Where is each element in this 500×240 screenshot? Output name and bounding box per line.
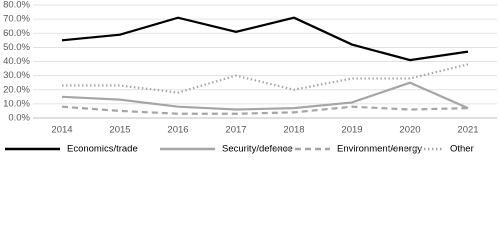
x-tick-label: 2016: [167, 125, 188, 136]
series-line: [61, 16, 469, 62]
x-tick-label: 2018: [283, 125, 304, 136]
series-line: [61, 105, 469, 115]
x-tick-label: 2020: [399, 125, 420, 136]
x-tick-label: 2014: [51, 125, 72, 136]
x-tick-label: 2019: [341, 125, 362, 136]
y-tick-label: 50.0%: [3, 42, 30, 53]
y-tick-label: 60.0%: [3, 28, 30, 39]
y-tick-label: 40.0%: [3, 56, 30, 67]
y-tick-label: 80.0%: [3, 0, 30, 11]
series-line: [61, 81, 469, 111]
legend-label: Security/defence: [222, 144, 293, 155]
series-line: [62, 63, 469, 94]
y-tick-label: 70.0%: [3, 14, 30, 25]
legend-label: Environment/energy: [337, 144, 422, 155]
chart: 0.0% 10.0% 20.0% 30.0% 40.0% 50.0% 60.0% 70.0% 8…: [3, 0, 497, 155]
y-tick-label: 20.0%: [3, 84, 30, 95]
y-tick-label: 30.0%: [3, 70, 30, 81]
x-tick-label: 2017: [225, 125, 246, 136]
y-tick-label: 10.0%: [3, 98, 30, 109]
x-tick-label: 2015: [109, 125, 130, 136]
x-tick-label: 2021: [457, 125, 478, 136]
y-tick-label: 0.0%: [8, 113, 30, 124]
legend-label: Other: [450, 144, 474, 155]
legend-label: Economics/trade: [67, 144, 138, 155]
